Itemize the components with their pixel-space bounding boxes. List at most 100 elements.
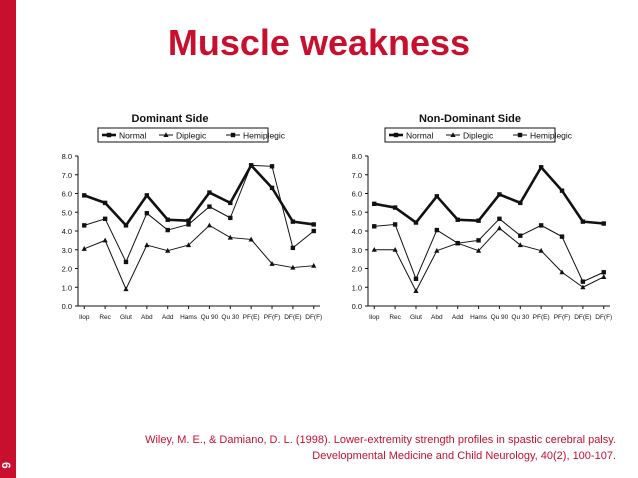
data-point-1 bbox=[185, 242, 192, 248]
legend-label-2: Hemiplegic bbox=[530, 131, 573, 141]
series-line-0 bbox=[374, 165, 604, 225]
data-point-0 bbox=[123, 223, 129, 228]
data-point-2 bbox=[186, 222, 191, 227]
data-point-1 bbox=[496, 225, 503, 231]
data-point-0 bbox=[434, 194, 440, 199]
data-point-1 bbox=[517, 242, 523, 248]
y-tick-label: 0.0 bbox=[62, 302, 72, 311]
data-point-1 bbox=[144, 242, 150, 248]
x-tick-label: Qu 90 bbox=[201, 314, 219, 321]
data-point-0 bbox=[228, 200, 233, 206]
data-point-1 bbox=[81, 246, 87, 251]
citation: Wiley, M. E., & Damiano, D. L. (1998). L… bbox=[116, 432, 616, 464]
chart-title: Non-Dominant Side bbox=[419, 113, 521, 125]
x-tick-label: Abd bbox=[431, 314, 443, 321]
data-point-2 bbox=[102, 216, 108, 222]
data-point-1 bbox=[227, 234, 233, 240]
y-tick-label: 8.0 bbox=[352, 152, 362, 161]
y-tick-label: 4.0 bbox=[352, 227, 362, 236]
data-point-2 bbox=[207, 204, 212, 209]
x-tick-label: PF(F) bbox=[554, 314, 571, 321]
x-tick-label: Qu 30 bbox=[511, 314, 529, 321]
x-tick-label: Abd bbox=[141, 314, 153, 321]
x-tick-label: Qu 30 bbox=[221, 314, 239, 321]
data-point-2 bbox=[82, 223, 87, 228]
data-point-1 bbox=[475, 247, 482, 253]
y-tick-label: 7.0 bbox=[62, 171, 72, 180]
data-point-2 bbox=[476, 238, 481, 243]
x-tick-label: Rec bbox=[389, 314, 401, 321]
data-point-2 bbox=[538, 223, 544, 228]
data-point-0 bbox=[601, 221, 606, 226]
data-point-0 bbox=[559, 188, 565, 193]
data-point-2 bbox=[144, 210, 150, 216]
data-point-1 bbox=[269, 261, 275, 266]
x-tick-label: Ilop bbox=[369, 314, 380, 321]
data-point-0 bbox=[311, 222, 316, 227]
data-point-2 bbox=[290, 245, 296, 251]
legend-label-2: Hemiplegic bbox=[243, 131, 286, 141]
data-point-2 bbox=[269, 164, 275, 169]
page-number: 6 bbox=[0, 462, 13, 469]
x-tick-label: Hams bbox=[180, 314, 198, 321]
data-point-0 bbox=[82, 193, 87, 198]
legend-box bbox=[384, 127, 556, 143]
data-point-0 bbox=[476, 218, 481, 223]
slide-title: Muscle weakness bbox=[167, 22, 471, 63]
y-tick-label: 2.0 bbox=[352, 265, 362, 274]
data-point-2 bbox=[601, 270, 606, 275]
data-point-1 bbox=[580, 284, 586, 290]
y-tick-label: 4.0 bbox=[62, 227, 72, 236]
legend-marker-2 bbox=[230, 132, 236, 138]
chart-svg: Dominant Side Normal Diplegic Hemiplegic 0.0… bbox=[62, 113, 613, 321]
data-point-1 bbox=[123, 286, 129, 292]
data-point-1 bbox=[601, 274, 607, 279]
data-point-1 bbox=[392, 246, 398, 252]
series-line-1 bbox=[374, 227, 604, 292]
data-point-1 bbox=[538, 247, 544, 253]
legend-label-0: Normal bbox=[406, 131, 434, 141]
series-line-2 bbox=[84, 164, 315, 263]
data-point-2 bbox=[372, 224, 377, 229]
legend-marker-1 bbox=[450, 132, 456, 137]
data-point-2 bbox=[580, 279, 586, 284]
data-point-0 bbox=[455, 217, 460, 222]
slide-sidebar-bar bbox=[0, 0, 16, 478]
data-point-2 bbox=[311, 228, 316, 234]
x-tick-label: DF(F) bbox=[595, 314, 612, 321]
y-tick-label: 1.0 bbox=[352, 283, 362, 292]
y-tick-label: 6.0 bbox=[62, 190, 72, 199]
x-tick-label: PF(F) bbox=[264, 314, 281, 321]
data-point-1 bbox=[102, 237, 108, 243]
legend-label-0: Normal bbox=[119, 131, 147, 141]
data-point-2 bbox=[518, 233, 523, 238]
y-tick-label: 5.0 bbox=[62, 208, 72, 217]
legend-marker-0 bbox=[393, 132, 399, 138]
data-point-0 bbox=[144, 193, 150, 198]
legend-marker-0 bbox=[106, 132, 112, 138]
x-tick-label: Glut bbox=[410, 314, 422, 321]
data-point-1 bbox=[371, 246, 377, 252]
chart-panel-0: Dominant Side Normal Diplegic Hemiplegic 0.0… bbox=[62, 113, 323, 321]
data-point-0 bbox=[102, 200, 108, 206]
data-point-1 bbox=[206, 222, 213, 228]
y-tick-label: 3.0 bbox=[352, 246, 362, 255]
data-point-0 bbox=[165, 217, 170, 222]
x-tick-label: Glut bbox=[120, 314, 132, 321]
x-tick-label: Rec bbox=[99, 314, 111, 321]
x-tick-label: DF(E) bbox=[574, 314, 591, 321]
x-tick-label: Ilop bbox=[79, 314, 90, 321]
data-point-2 bbox=[434, 227, 440, 233]
data-point-2 bbox=[559, 234, 565, 239]
data-point-1 bbox=[559, 269, 565, 275]
data-point-2 bbox=[497, 216, 502, 222]
legend-label-1: Diplegic bbox=[463, 131, 494, 141]
citation-line-2: Developmental Medicine and Child Neurolo… bbox=[312, 450, 616, 462]
chart-figure: Dominant Side Normal Diplegic Hemiplegic 0.0… bbox=[30, 100, 630, 336]
y-tick-label: 0.0 bbox=[352, 302, 362, 311]
y-tick-label: 1.0 bbox=[62, 283, 72, 292]
data-point-0 bbox=[290, 219, 296, 224]
data-point-2 bbox=[413, 276, 419, 282]
y-tick-label: 7.0 bbox=[352, 171, 362, 180]
x-tick-label: Add bbox=[452, 314, 464, 321]
